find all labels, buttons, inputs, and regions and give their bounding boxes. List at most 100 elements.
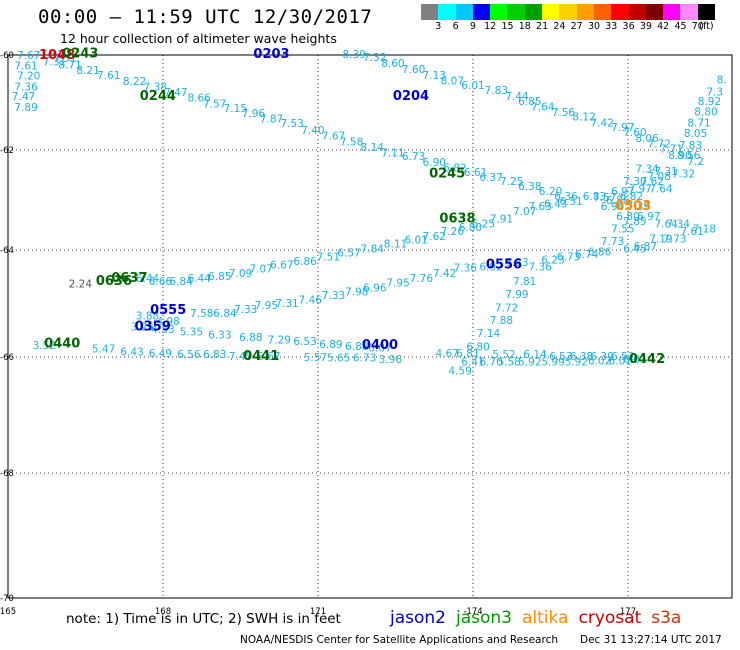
credit-line: NOAA/NESDIS Center for Satellite Applica… bbox=[240, 634, 558, 646]
wave-height-value: 5.57 bbox=[304, 352, 327, 364]
color-scale-label: 24 bbox=[553, 21, 566, 32]
wave-height-value: 8.66 bbox=[187, 93, 211, 105]
color-swatch bbox=[697, 4, 716, 20]
wave-height-value: 6.74 bbox=[575, 249, 599, 261]
track-labels: 7.67 7.517.517.617.207.367.477.897.318.71… bbox=[12, 46, 727, 377]
wave-height-value: 8.39 bbox=[342, 49, 365, 61]
wave-height-value: 7.98 bbox=[345, 286, 368, 298]
pass-time-label: 0243 bbox=[62, 46, 98, 61]
lat-tick-label: -62 bbox=[0, 146, 14, 156]
wave-height-value: 7.34 bbox=[635, 164, 659, 176]
wave-height-value: 6.53 bbox=[549, 351, 572, 363]
lon-tick-label: 171 bbox=[310, 607, 326, 617]
wave-height-value: 7.81 bbox=[513, 276, 536, 288]
wave-height-value: 7.61 bbox=[680, 226, 703, 238]
wave-height-value: 6.96 bbox=[363, 283, 387, 295]
wave-height-value: 4.98 bbox=[156, 316, 179, 328]
wave-height-value: 6.86 bbox=[588, 246, 612, 258]
wave-height-value: 6.67 bbox=[270, 260, 293, 272]
wave-height-value: 7.31 bbox=[275, 298, 298, 310]
wave-height-value: 5.47 bbox=[92, 344, 115, 356]
legend-item-cryosat: cryosat bbox=[578, 608, 642, 628]
wave-height-value: 6.67 bbox=[257, 351, 280, 363]
wave-height-value: 6.88 bbox=[345, 341, 368, 353]
wave-height-value: 6.81 bbox=[456, 348, 479, 360]
satellite-legend: jason2 jason3 altika cryosat s3a bbox=[390, 608, 691, 628]
wave-height-value: 7.71 bbox=[660, 144, 683, 156]
wave-height-value: 8.71 bbox=[58, 59, 81, 71]
wave-height-value: 7.62 bbox=[641, 176, 664, 188]
wave-height-value: 6.39 bbox=[590, 351, 613, 363]
wave-height-value: 7.36 bbox=[528, 261, 552, 273]
wave-height-value: 6.33 bbox=[208, 329, 231, 341]
wave-height-value: 7.11 bbox=[381, 148, 404, 160]
wave-height-value: 6.56 bbox=[177, 349, 201, 361]
wave-height-value: 7.36 bbox=[14, 82, 38, 94]
wave-height-value: 6.49 bbox=[149, 348, 172, 360]
wave-height-value: 8.56 bbox=[677, 150, 701, 162]
wave-height-value: 7.51 bbox=[317, 252, 340, 264]
wave-height-value: 6.82 bbox=[443, 163, 466, 175]
color-swatch bbox=[524, 4, 543, 20]
wave-height-value: 7.67 bbox=[17, 50, 40, 62]
wave-height-value: 7.39 bbox=[627, 201, 650, 213]
wave-height-value: 6.96 bbox=[601, 201, 625, 213]
wave-height-value: 7.09 bbox=[229, 268, 252, 280]
wave-height-value: 7.31 bbox=[43, 56, 66, 68]
wave-height-value: 5.92 bbox=[518, 357, 541, 369]
color-scale-label: 39 bbox=[639, 21, 652, 32]
wave-height-value: 6.92 bbox=[479, 261, 502, 273]
wave-height-value: 7.56 bbox=[552, 107, 576, 119]
wave-height-value: 8.22 bbox=[123, 76, 146, 88]
wave-height-value: 6.86 bbox=[606, 195, 630, 207]
wave-height-value: 7.51 bbox=[53, 53, 76, 65]
wave-height-value: 6.01 bbox=[404, 235, 427, 247]
wave-height-value: 6.43 bbox=[544, 199, 567, 211]
wave-height-value: 8.12 bbox=[572, 112, 595, 124]
color-swatch bbox=[611, 4, 629, 20]
wave-height-value: 6.66 bbox=[149, 276, 173, 288]
wave-height-value: 7.61 bbox=[97, 70, 120, 82]
lon-tick-label: 177 bbox=[620, 607, 636, 617]
wave-height-value: 7.76 bbox=[410, 273, 434, 285]
wave-height-value: 7.72 bbox=[495, 303, 518, 315]
wave-height-value: 7.31 bbox=[654, 166, 677, 178]
color-swatch bbox=[455, 4, 473, 20]
pass-time-label: 0440 bbox=[44, 336, 80, 351]
wave-height-value: 6.41 bbox=[461, 357, 484, 369]
color-scale-label: 70 bbox=[691, 21, 704, 32]
wave-height-value: 7.95 bbox=[386, 277, 409, 289]
wave-height-value: 7.46 bbox=[299, 295, 323, 307]
color-scale-label: 45 bbox=[674, 21, 687, 32]
lat-tick-label: -60 bbox=[0, 51, 14, 61]
wave-height-value: 7.83 bbox=[679, 140, 702, 152]
wave-height-value: 6.73 bbox=[557, 252, 580, 264]
color-scale-label: 42 bbox=[657, 21, 670, 32]
wave-height-value: 7.95 bbox=[255, 300, 278, 312]
wave-height-value: 6.01 bbox=[461, 80, 484, 92]
pass-time-label: 0503 bbox=[615, 199, 651, 214]
color-swatch bbox=[559, 4, 577, 20]
color-scale-label: 12 bbox=[484, 21, 497, 32]
pass-time-label: 1048 bbox=[39, 48, 75, 63]
wave-height-value: 7.32 bbox=[672, 169, 695, 181]
wave-height-value: 6.88 bbox=[239, 332, 262, 344]
color-swatch bbox=[472, 4, 491, 20]
wave-height-value: 7.88 bbox=[490, 315, 513, 327]
wave-height-value: 6.36 bbox=[554, 191, 578, 203]
wave-height-value: 6.70 bbox=[479, 357, 502, 369]
wave-height-value: 6.02 bbox=[588, 356, 611, 368]
lat-tick-label: -68 bbox=[0, 469, 14, 479]
wave-height-value: 3.96 bbox=[379, 354, 403, 366]
wave-height-value: 7.20 bbox=[17, 71, 40, 83]
color-swatch bbox=[438, 4, 456, 20]
wave-height-value: 7.57 bbox=[593, 192, 616, 204]
wave-height-value: 6.25 bbox=[472, 219, 495, 231]
wave-height-value: 6.73 bbox=[353, 353, 376, 365]
wave-height-value: 6.97 bbox=[611, 186, 634, 198]
color-swatch bbox=[645, 4, 664, 20]
pass-time-label: 0204 bbox=[393, 89, 429, 104]
pass-time-label: 0359 bbox=[135, 319, 171, 334]
wave-height-value: 7.99 bbox=[505, 289, 528, 301]
